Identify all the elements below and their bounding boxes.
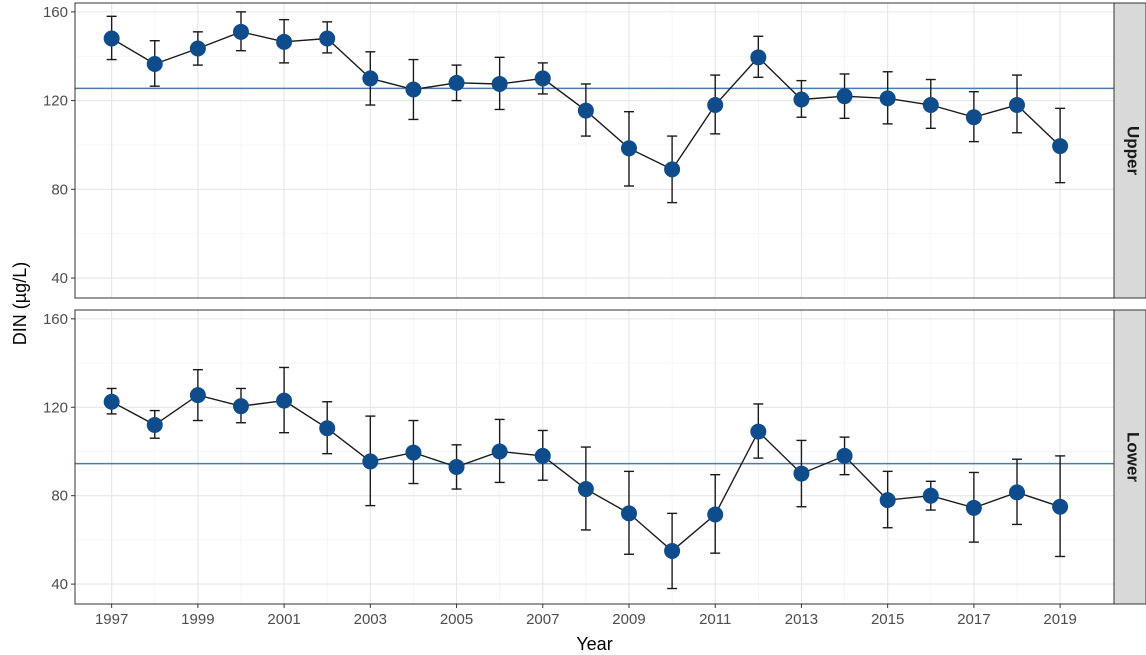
data-point bbox=[879, 90, 896, 107]
x-axis-title: Year bbox=[576, 634, 612, 654]
data-point bbox=[103, 393, 120, 410]
data-point bbox=[189, 40, 206, 57]
data-point bbox=[577, 481, 594, 498]
data-point bbox=[965, 109, 982, 126]
y-tick-label: 80 bbox=[51, 488, 68, 505]
data-point bbox=[879, 492, 896, 509]
data-point bbox=[793, 465, 810, 482]
data-point bbox=[189, 387, 206, 404]
data-point bbox=[534, 447, 551, 464]
x-tick-label: 2015 bbox=[871, 611, 904, 628]
data-point bbox=[232, 398, 249, 415]
data-point bbox=[750, 423, 767, 440]
data-point bbox=[922, 97, 939, 114]
x-tick-label: 1997 bbox=[95, 611, 128, 628]
panel-lower: 40 80 120 160 Lower bbox=[43, 309, 1146, 605]
data-point bbox=[362, 453, 379, 470]
x-tick-label: 2003 bbox=[354, 611, 387, 628]
data-point bbox=[836, 447, 853, 464]
y-axis-title: DIN (µg/L) bbox=[10, 262, 30, 345]
data-point bbox=[146, 55, 163, 72]
data-point bbox=[1008, 97, 1025, 114]
x-tick-label: 2011 bbox=[699, 611, 731, 628]
facet-strip-label: Lower bbox=[1124, 432, 1143, 482]
data-point bbox=[491, 75, 508, 92]
data-point bbox=[103, 30, 120, 47]
x-tick-label: 2017 bbox=[957, 611, 990, 628]
panel-upper: 40 80 120 160 Upper bbox=[43, 2, 1146, 299]
data-point bbox=[1008, 484, 1025, 501]
data-point bbox=[319, 30, 336, 47]
data-point bbox=[146, 416, 163, 433]
y-tick-label: 80 bbox=[51, 181, 68, 198]
data-point bbox=[664, 542, 681, 559]
x-tick-label: 2005 bbox=[440, 611, 473, 628]
data-point bbox=[232, 23, 249, 40]
x-tick-label: 2019 bbox=[1043, 611, 1076, 628]
data-point bbox=[836, 88, 853, 105]
x-tick-label: 1999 bbox=[181, 611, 214, 628]
data-point bbox=[750, 49, 767, 66]
data-point bbox=[405, 444, 422, 461]
x-tick-label: 2009 bbox=[612, 611, 645, 628]
panel-background bbox=[75, 310, 1114, 604]
y-tick-label: 40 bbox=[51, 576, 68, 593]
data-point bbox=[276, 392, 293, 409]
data-point bbox=[620, 505, 637, 522]
data-point bbox=[362, 70, 379, 87]
data-point bbox=[276, 33, 293, 50]
x-tick-label: 2001 bbox=[267, 611, 300, 628]
y-tick-label: 120 bbox=[43, 93, 68, 110]
data-point bbox=[664, 161, 681, 178]
panel-background bbox=[75, 3, 1114, 298]
y-tick-label: 160 bbox=[43, 311, 68, 328]
data-point bbox=[319, 420, 336, 437]
data-point bbox=[965, 499, 982, 516]
data-point bbox=[707, 506, 724, 523]
facet-strip bbox=[1113, 2, 1146, 299]
data-point bbox=[448, 74, 465, 91]
data-point bbox=[620, 140, 637, 157]
data-point bbox=[707, 97, 724, 114]
data-point bbox=[491, 443, 508, 460]
x-tick-label: 2007 bbox=[526, 611, 559, 628]
data-point bbox=[577, 102, 594, 119]
data-point bbox=[793, 91, 810, 108]
x-tick-label: 2013 bbox=[785, 611, 818, 628]
y-tick-label: 160 bbox=[43, 4, 68, 21]
y-tick-label: 40 bbox=[51, 270, 68, 287]
data-point bbox=[405, 81, 422, 98]
facet-strip bbox=[1113, 309, 1146, 605]
data-point bbox=[922, 487, 939, 504]
data-point bbox=[448, 458, 465, 475]
y-tick-label: 120 bbox=[43, 399, 68, 416]
facet-strip-label: Upper bbox=[1124, 126, 1143, 176]
data-point bbox=[1052, 498, 1069, 515]
data-point bbox=[1052, 138, 1069, 155]
data-point bbox=[534, 70, 551, 87]
